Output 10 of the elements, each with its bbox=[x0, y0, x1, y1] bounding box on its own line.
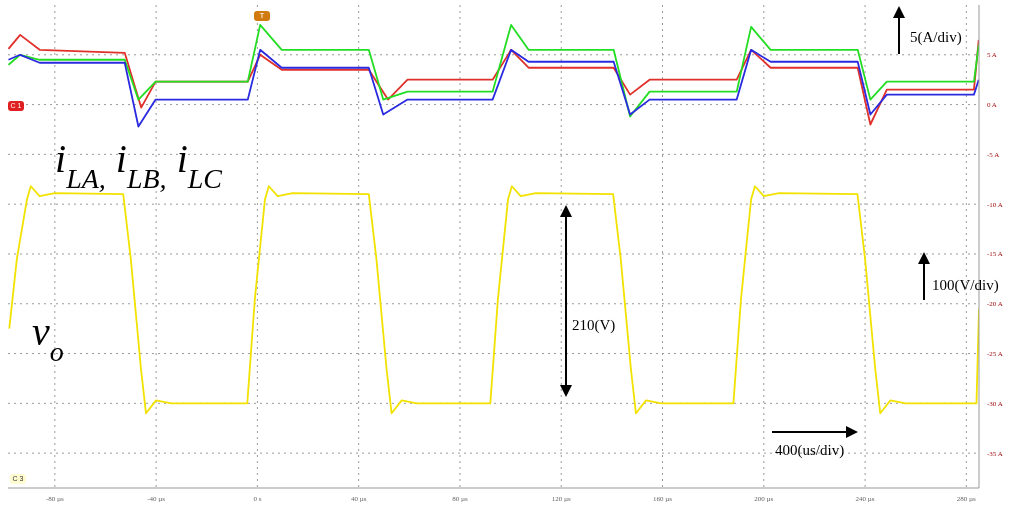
annotation: i$_{LA,}$ i$_{LB,}$ i$_{LC}$ bbox=[55, 136, 223, 194]
line-series bbox=[8, 48, 979, 128]
line-series bbox=[8, 33, 979, 126]
annotation: T bbox=[259, 11, 265, 20]
annotation: 400(us/div) bbox=[775, 442, 845, 459]
annotation: 210(V) bbox=[572, 317, 616, 334]
line-series bbox=[8, 24, 979, 118]
annotation: v$_{o}$ bbox=[32, 309, 64, 367]
annotation: 100(V/div) bbox=[932, 277, 999, 294]
annotation: 5(A/div) bbox=[910, 29, 962, 46]
